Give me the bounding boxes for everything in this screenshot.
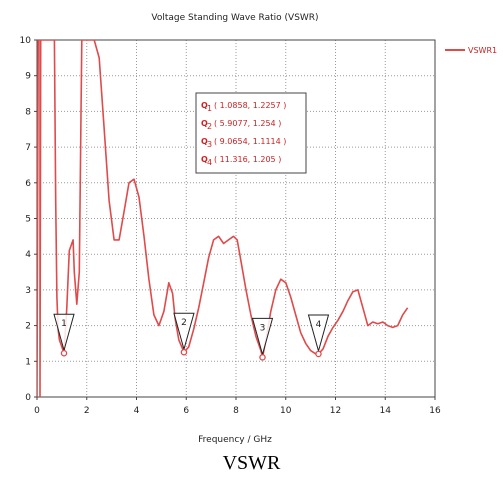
x-tick-label: 12 bbox=[330, 406, 341, 416]
marker: 1 bbox=[53, 313, 75, 357]
marker-label: 2 bbox=[181, 318, 187, 328]
readout-prefix: Q bbox=[201, 155, 208, 164]
readout-index: 4 bbox=[207, 158, 212, 167]
y-tick-label: 5 bbox=[25, 215, 31, 225]
y-tick-label: 6 bbox=[25, 179, 31, 189]
chart-background bbox=[0, 0, 503, 450]
vswr-chart: Voltage Standing Wave Ratio (VSWR) 0 2 4 6 8… bbox=[0, 0, 503, 450]
readout-index: 1 bbox=[207, 104, 212, 113]
legend: VSWR1 bbox=[445, 46, 497, 55]
y-tick-label: 10 bbox=[20, 36, 32, 46]
readout-prefix: Q bbox=[201, 137, 208, 146]
y-tick-label: 3 bbox=[25, 286, 31, 296]
series-layer bbox=[37, 40, 409, 397]
marker-triangle bbox=[173, 312, 195, 352]
marker-triangle bbox=[251, 317, 274, 357]
marker: 4 bbox=[307, 314, 330, 358]
marker-point bbox=[259, 354, 266, 361]
x-tick-label: 16 bbox=[429, 406, 441, 416]
markers-layer: 1 2 3 4 bbox=[53, 312, 330, 361]
marker-label: 4 bbox=[316, 320, 322, 330]
readout-value: ( 1.0858, 1.2257 ) bbox=[214, 101, 286, 110]
readout-value: ( 9.0654, 1.1114 ) bbox=[214, 137, 286, 146]
readout-value: ( 5.9077, 1.254 ) bbox=[214, 119, 281, 128]
x-axis-label: Frequency / GHz bbox=[198, 435, 272, 445]
y-tick-label: 2 bbox=[25, 322, 31, 332]
series-line bbox=[37, 40, 409, 397]
marker-point bbox=[60, 349, 68, 357]
readout-box bbox=[195, 92, 307, 174]
x-tick-label: 8 bbox=[233, 406, 239, 416]
marker-label: 3 bbox=[260, 323, 266, 333]
marker-label: 1 bbox=[61, 319, 67, 329]
readout-value: ( 11.316, 1.205 ) bbox=[214, 155, 281, 164]
figure-caption: VSWR bbox=[222, 452, 281, 474]
readout-index: 3 bbox=[207, 140, 212, 149]
marker-triangle bbox=[53, 313, 75, 353]
chart-title: Voltage Standing Wave Ratio (VSWR) bbox=[151, 13, 318, 23]
x-tick-label: 14 bbox=[380, 406, 392, 416]
readout-prefix: Q bbox=[201, 119, 208, 128]
marker: 3 bbox=[251, 317, 274, 361]
readout-prefix: Q bbox=[201, 101, 208, 110]
y-tick-label: 0 bbox=[25, 393, 31, 403]
x-tick-label: 10 bbox=[280, 406, 292, 416]
y-tick-label: 1 bbox=[25, 357, 31, 367]
x-tick-label: 0 bbox=[34, 406, 40, 416]
marker: 2 bbox=[173, 312, 195, 356]
y-tick-label: 7 bbox=[25, 143, 31, 153]
y-tick-label: 8 bbox=[25, 107, 31, 117]
legend-label: VSWR1 bbox=[468, 46, 497, 55]
readout-index: 2 bbox=[207, 122, 212, 131]
y-tick-label: 4 bbox=[25, 250, 31, 260]
marker-point bbox=[180, 348, 188, 356]
x-tick-label: 6 bbox=[183, 406, 189, 416]
y-tick-label: 9 bbox=[25, 72, 31, 82]
x-tick-label: 4 bbox=[134, 406, 140, 416]
marker-point bbox=[315, 350, 322, 358]
marker-triangle bbox=[307, 314, 330, 353]
marker-readout: Q 1( 1.0858, 1.2257 )Q 2( 5.9077, 1.254 )Q… bbox=[195, 92, 307, 174]
x-tick-label: 2 bbox=[84, 406, 90, 416]
